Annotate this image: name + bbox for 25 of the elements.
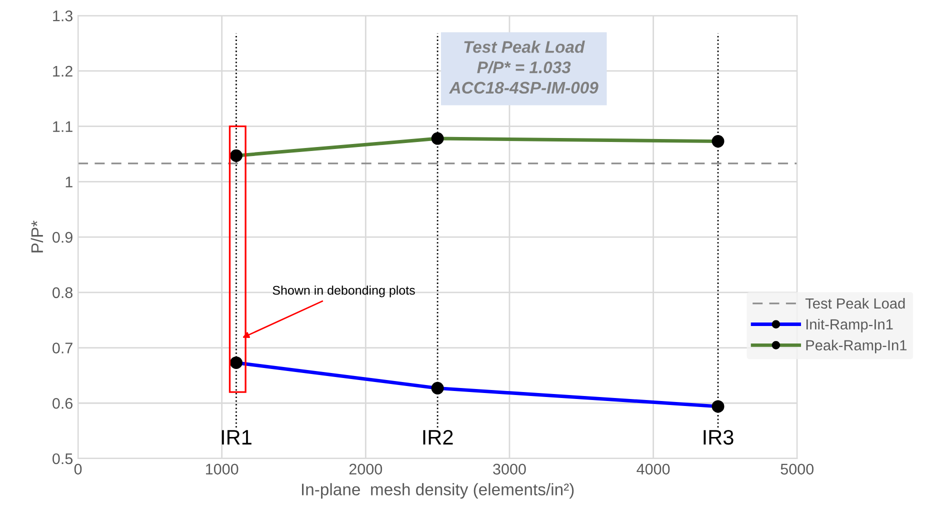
y-tick-label: 1.3 (53, 10, 72, 22)
y-axis-title: P/P* (30, 220, 44, 252)
x-tick-label: 3000 (493, 464, 526, 475)
x-tick-label: 1000 (206, 464, 238, 475)
x-tick-label: 4000 (636, 464, 670, 475)
x-axis-title: In-plane mesh density (elements/in²) (302, 483, 574, 499)
y-tick-label: 0.5 (52, 453, 73, 464)
y-tick-label: 1.1 (53, 121, 72, 132)
y-tick-label: 0.9 (52, 232, 72, 243)
ref-line-label: IR3 (704, 430, 734, 445)
legend-label: Test Peak Load (805, 298, 905, 309)
legend-label: Peak-Ramp-In1 (806, 340, 907, 354)
ref-line-label: IR1 (222, 430, 252, 444)
legend-label: Init-Ramp-In1 (806, 318, 893, 332)
y-tick-label: 1 (66, 176, 72, 188)
x-tick-label: 5000 (780, 464, 814, 475)
annotation: Shown in debonding plots (272, 286, 415, 298)
x-tick-label: 2000 (349, 464, 382, 475)
y-tick-label: 0.6 (52, 398, 72, 409)
annotation: Test Peak Load P/P* = 1.033 ACC18-4SP-IM-009 (448, 40, 598, 94)
y-tick-label: 1.2 (53, 66, 72, 77)
x-tick-label: 0 (74, 464, 82, 475)
ref-line-label: IR2 (423, 430, 453, 444)
y-tick-label: 0.8 (52, 287, 72, 298)
y-tick-label: 0.7 (52, 342, 72, 354)
